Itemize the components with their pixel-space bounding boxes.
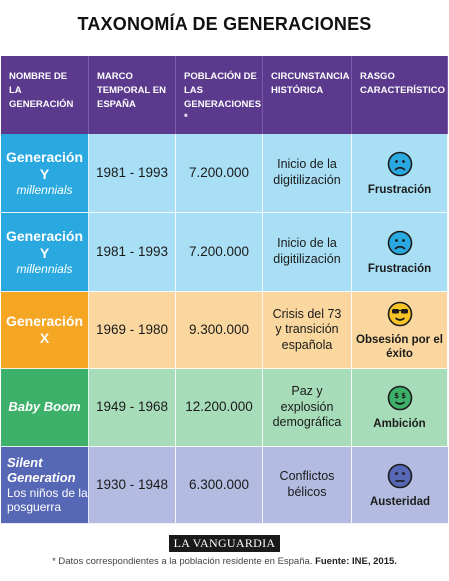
row-4-period: 1949 - 1968 [89, 369, 176, 447]
sad-face-icon [387, 230, 413, 256]
row-1-trait: Frustración [352, 134, 448, 213]
row-3-period: 1969 - 1980 [89, 292, 176, 369]
la-vanguardia-logo: LA VANGUARDIA [0, 534, 449, 552]
row-3-name: Generación X [1, 292, 89, 369]
footnote: * Datos correspondientes a la población … [0, 556, 449, 567]
row-4-history: Paz y explosión demográfica [263, 369, 352, 447]
row-2-period: 1981 - 1993 [89, 213, 176, 292]
generation-subtitle: millennials [16, 182, 73, 197]
logo-text: LA VANGUARDIA [168, 535, 281, 552]
neutral-face-icon-svg [387, 463, 413, 489]
generation-subtitle: Los niños de la posguerra [7, 485, 88, 514]
generations-table: NOMBRE DE LA GENERACIÓN MARCO TEMPORAL E… [1, 56, 448, 524]
money-face-icon: $ $ [387, 385, 413, 411]
header-trait: RASGO CARACTERÍSTICO [352, 56, 448, 134]
header-population: POBLACIÓN DE LAS GENERACIONES * [176, 56, 263, 134]
generation-name: Silent Generation [7, 454, 76, 485]
row-4-name: Baby Boom [1, 369, 89, 447]
sad-face-icon-svg [387, 230, 412, 256]
row-2-history: Inicio de la digitilización [263, 213, 352, 292]
generation-name: Generación Y [5, 149, 84, 182]
sunglasses-face-icon [387, 301, 413, 327]
source-text: Fuente: INE, 2015. [315, 556, 397, 567]
header-time-frame: MARCO TEMPORAL EN ESPAÑA [89, 56, 176, 134]
sad-face-icon [387, 151, 413, 177]
row-2-population: 7.200.000 [176, 213, 263, 292]
footnote-text: * Datos correspondientes a la población … [52, 556, 313, 567]
row-5-name: Silent Generation Los niños de la posgue… [1, 447, 89, 524]
row-3-population: 9.300.000 [176, 292, 263, 369]
trait-label: Frustración [367, 262, 432, 275]
trait-label: Ambición [373, 418, 426, 431]
row-5-history: Conflictos bélicos [263, 447, 352, 524]
trait-label: Austeridad [369, 495, 431, 508]
row-2-name: Generación Y millennials [1, 213, 89, 292]
sunglasses-face-icon-svg [387, 301, 412, 326]
generation-name: Generación Y [5, 228, 84, 261]
trait-label: Obsesión por el éxito [356, 333, 443, 360]
row-4-trait: $ $ Ambición [352, 369, 448, 447]
page-title: TAXONOMÍA DE GENERACIONES [77, 14, 372, 34]
row-5-trait: Austeridad [352, 447, 448, 524]
trait-label: Frustración [367, 183, 432, 196]
row-4-population: 12.200.000 [176, 369, 263, 447]
row-1-population: 7.200.000 [176, 134, 263, 213]
row-1-period: 1981 - 1993 [89, 134, 176, 213]
neutral-face-icon [387, 463, 413, 489]
svg-text:$: $ [401, 392, 406, 400]
sad-face-icon-svg [387, 151, 412, 177]
row-3-history: Crisis del 73 y transición española [263, 292, 352, 369]
generation-name: Generación X [5, 313, 84, 346]
row-5-population: 6.300.000 [176, 447, 263, 524]
row-1-history: Inicio de la digitilización [263, 134, 352, 213]
row-1-name: Generación Y millennials [1, 134, 89, 213]
money-face-icon-svg: $ $ [387, 386, 412, 411]
generation-name: Baby Boom [8, 399, 81, 415]
generation-subtitle: millennials [16, 261, 73, 276]
header-historical-context: CIRCUNSTANCIA HISTÓRICA [263, 56, 352, 134]
row-2-trait: Frustración [352, 213, 448, 292]
row-5-period: 1930 - 1948 [89, 447, 176, 524]
header-generation-name: NOMBRE DE LA GENERACIÓN [1, 56, 89, 134]
row-3-trait: Obsesión por el éxito [352, 292, 448, 369]
svg-text:$: $ [394, 392, 399, 400]
